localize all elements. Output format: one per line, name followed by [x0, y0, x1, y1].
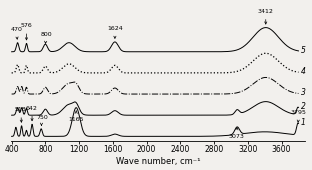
Text: 470: 470	[10, 27, 22, 39]
Text: 3: 3	[300, 88, 305, 97]
Text: 1624: 1624	[107, 26, 123, 38]
Text: 3795: 3795	[291, 110, 307, 122]
X-axis label: Wave number, cm⁻¹: Wave number, cm⁻¹	[116, 157, 200, 166]
Text: 4: 4	[300, 67, 305, 76]
Text: 3073: 3073	[228, 128, 244, 139]
Text: 750: 750	[36, 115, 48, 125]
Text: 2: 2	[300, 102, 305, 111]
Text: 642: 642	[26, 106, 38, 121]
Text: 1165: 1165	[68, 111, 84, 122]
Text: 518: 518	[15, 107, 27, 122]
Text: 3412: 3412	[258, 9, 274, 24]
Text: 800: 800	[41, 32, 52, 43]
Text: 5: 5	[300, 46, 305, 55]
Text: 576: 576	[21, 23, 32, 40]
Text: 1: 1	[300, 118, 305, 127]
